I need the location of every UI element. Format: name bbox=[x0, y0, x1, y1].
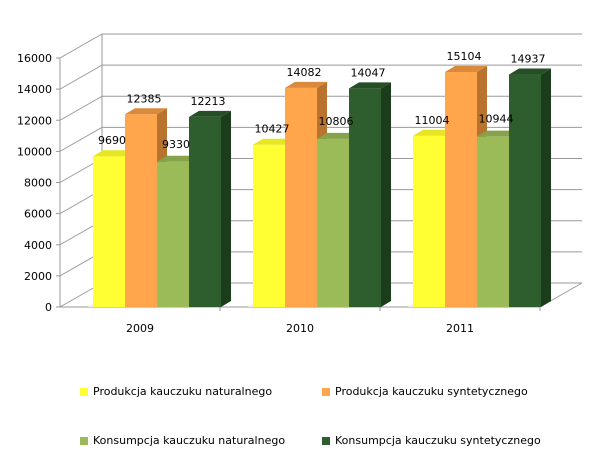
bar-2-1 bbox=[317, 138, 349, 307]
bar-top-0-1 bbox=[253, 138, 295, 145]
x-tick-label-1: 2010 bbox=[286, 322, 314, 335]
bar-3-1 bbox=[349, 88, 381, 308]
bar-top-2-0 bbox=[157, 155, 199, 162]
grid-depth-5 bbox=[59, 126, 103, 152]
data-label-0-1: 10427 bbox=[255, 123, 290, 136]
y-tick-label-5: 10000 bbox=[17, 145, 52, 158]
bar-1-2 bbox=[445, 71, 477, 307]
bar-3-2 bbox=[509, 74, 541, 307]
bar-0-2 bbox=[413, 135, 445, 307]
bar-top-0-0 bbox=[93, 150, 135, 157]
data-label-1-0: 12385 bbox=[127, 92, 162, 105]
bar-3-0 bbox=[189, 116, 221, 308]
data-label-1-2: 15104 bbox=[447, 50, 482, 63]
data-label-3-0: 12213 bbox=[191, 95, 226, 108]
x-tick-label-0: 2009 bbox=[126, 322, 154, 335]
bar-0-0 bbox=[93, 156, 125, 307]
bar-top-3-1 bbox=[349, 82, 391, 89]
bar-side-3-0 bbox=[221, 110, 231, 308]
bar-top-3-0 bbox=[189, 110, 231, 117]
bar-1-0 bbox=[125, 114, 157, 307]
y-tick-label-3: 6000 bbox=[24, 208, 52, 221]
bar-1-1 bbox=[285, 87, 317, 307]
bar-side-3-1 bbox=[381, 82, 391, 308]
y-tick-label-2: 4000 bbox=[24, 239, 52, 252]
data-label-2-0: 9330 bbox=[162, 138, 190, 151]
bar-2-0 bbox=[157, 161, 189, 307]
bar-top-1-1 bbox=[285, 81, 327, 88]
data-label-0-0: 9690 bbox=[98, 134, 126, 147]
y-tick-label-4: 8000 bbox=[24, 177, 52, 190]
y-tick-label-0: 0 bbox=[45, 301, 52, 314]
data-label-2-2: 10944 bbox=[479, 113, 514, 126]
data-label-0-2: 11004 bbox=[415, 114, 450, 127]
y-tick-label-1: 2000 bbox=[24, 270, 52, 283]
bar-side-3-2 bbox=[541, 68, 551, 307]
y-tick-label-8: 16000 bbox=[17, 52, 52, 65]
data-label-3-1: 14047 bbox=[351, 66, 386, 79]
grid-depth-7 bbox=[59, 64, 103, 90]
grid-depth-6 bbox=[59, 95, 103, 121]
bar-top-2-2 bbox=[477, 130, 519, 137]
bar-top-3-2 bbox=[509, 68, 551, 75]
y-tick-label-6: 12000 bbox=[17, 114, 52, 127]
bar-top-2-1 bbox=[317, 132, 359, 139]
data-label-3-2: 14937 bbox=[511, 53, 546, 66]
data-label-2-1: 10806 bbox=[319, 115, 354, 128]
bar-0-1 bbox=[253, 144, 285, 307]
bar-top-1-2 bbox=[445, 65, 487, 72]
data-label-1-1: 14082 bbox=[287, 66, 322, 79]
bar-top-0-2 bbox=[413, 129, 455, 136]
y-tick-label-7: 14000 bbox=[17, 83, 52, 96]
bar-2-2 bbox=[477, 136, 509, 307]
grid-depth-8 bbox=[59, 33, 103, 59]
bar-top-1-0 bbox=[125, 108, 167, 115]
x-tick-label-2: 2011 bbox=[446, 322, 474, 335]
